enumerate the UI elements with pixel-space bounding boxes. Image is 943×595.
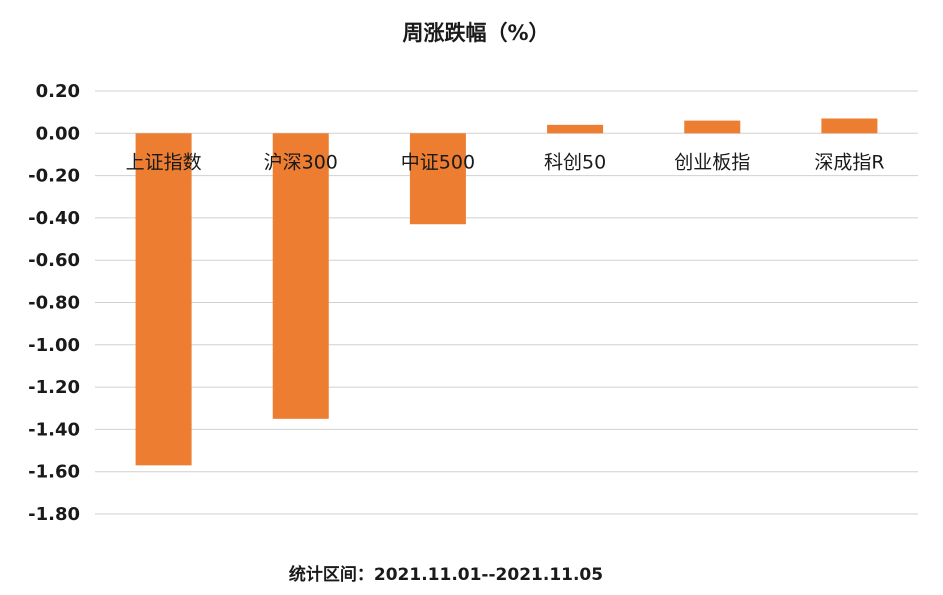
bar bbox=[684, 120, 741, 134]
y-tick-label: -0.60 bbox=[28, 250, 80, 271]
gridlines bbox=[95, 90, 918, 515]
bar bbox=[547, 124, 604, 134]
category-label: 沪深300 bbox=[264, 151, 338, 173]
category-labels: 上证指数 沪深300 中证500 科创50 创业板指 深成指R bbox=[126, 151, 885, 173]
category-label: 创业板指 bbox=[674, 151, 750, 173]
y-tick-label: 0.20 bbox=[36, 81, 80, 102]
y-tick-label: -1.40 bbox=[28, 419, 80, 440]
y-tick-label: -1.00 bbox=[28, 335, 80, 356]
category-label: 科创50 bbox=[544, 151, 606, 173]
y-tick-label: -1.20 bbox=[28, 377, 80, 398]
y-tick-label: -0.80 bbox=[28, 293, 80, 314]
bars bbox=[135, 118, 878, 466]
category-label: 上证指数 bbox=[126, 151, 202, 173]
bar bbox=[821, 118, 878, 134]
chart-title: 周涨跌幅（%） bbox=[402, 21, 549, 45]
category-label: 深成指R bbox=[814, 151, 884, 173]
y-tick-label: -1.80 bbox=[28, 504, 80, 525]
y-tick-label: 0.00 bbox=[36, 123, 80, 144]
category-label: 中证500 bbox=[401, 151, 475, 173]
y-axis-ticks: 0.20 0.00 -0.20 -0.40 -0.60 -0.80 -1.00 -1.20 -1… bbox=[28, 81, 80, 525]
bar bbox=[409, 133, 466, 225]
bar bbox=[272, 133, 329, 419]
date-range-footer: 统计区间：2021.11.01--2021.11.05 bbox=[289, 564, 603, 585]
bar bbox=[135, 133, 192, 466]
y-tick-label: -1.60 bbox=[28, 462, 80, 483]
y-tick-label: -0.40 bbox=[28, 208, 80, 229]
y-tick-label: -0.20 bbox=[28, 166, 80, 187]
